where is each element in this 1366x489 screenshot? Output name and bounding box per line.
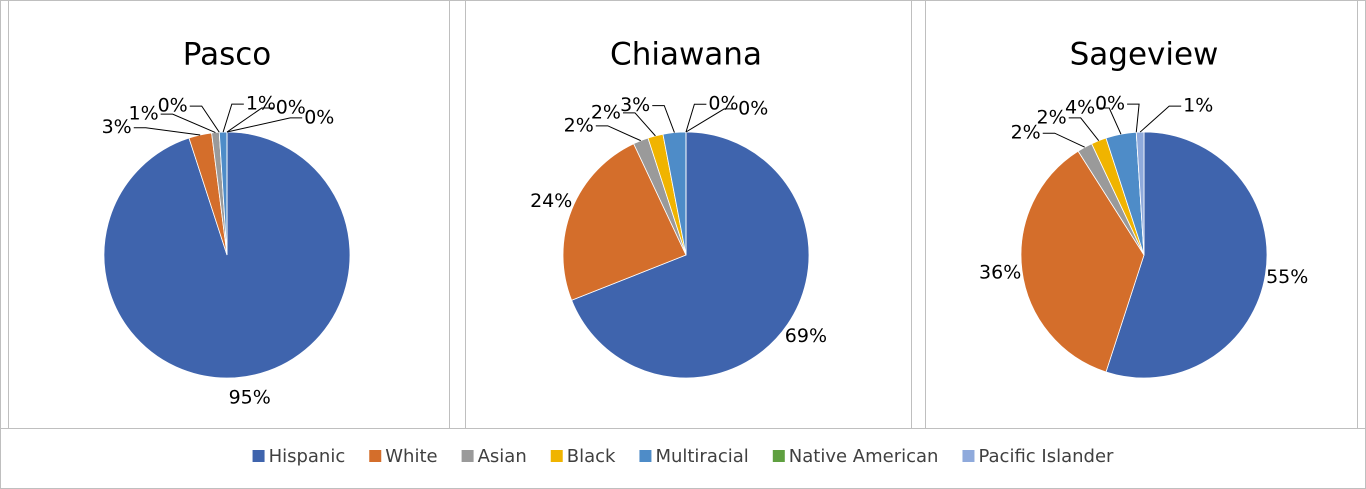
- leader-line: [160, 113, 216, 134]
- legend-label: Native American: [789, 446, 939, 467]
- leader-line: [685, 103, 707, 133]
- pie-slice: [1020, 150, 1145, 373]
- data-label: 1%: [1183, 95, 1213, 117]
- data-label: 24%: [530, 190, 572, 212]
- leader-line: [1097, 107, 1122, 135]
- legend-label: Hispanic: [269, 446, 346, 467]
- leader-line: [1042, 132, 1085, 148]
- leader-line: [1127, 103, 1140, 133]
- leader-line: [226, 107, 274, 133]
- data-label: 0%: [158, 95, 188, 117]
- chart-title: Sageview: [1070, 37, 1219, 73]
- legend-swatch: [252, 450, 265, 462]
- leader-line: [685, 108, 737, 133]
- data-label: 4%: [1065, 97, 1095, 119]
- legend-swatch: [550, 450, 563, 462]
- data-label: 0%: [738, 97, 768, 119]
- legend-label: Multiracial: [655, 446, 748, 467]
- data-label: 3%: [620, 94, 650, 116]
- data-label: 95%: [229, 387, 271, 409]
- data-label: 2%: [1037, 106, 1067, 128]
- leader-line: [189, 105, 220, 133]
- data-label: 36%: [979, 262, 1021, 284]
- leader-line: [1139, 105, 1182, 133]
- pie-slice: [571, 131, 810, 379]
- chart-title: Pasco: [183, 37, 271, 73]
- pie-slice: [562, 143, 687, 301]
- legend-swatch: [461, 450, 474, 462]
- data-label: 1%: [129, 103, 159, 125]
- legend-label: Asian: [478, 446, 527, 467]
- data-label: 0%: [708, 93, 738, 115]
- leader-line: [623, 112, 656, 137]
- leader-line: [1068, 117, 1100, 141]
- legend-label: White: [385, 446, 437, 467]
- leader-line: [222, 103, 244, 133]
- data-label: 55%: [1266, 266, 1308, 288]
- leader-line: [595, 125, 641, 142]
- leader-line: [652, 105, 675, 133]
- leader-line: [226, 117, 303, 133]
- data-label: 0%: [276, 97, 306, 119]
- legend-swatch: [369, 450, 382, 462]
- legend-swatch: [639, 450, 652, 462]
- data-label: 2%: [1011, 122, 1041, 144]
- chart-title: Chiawana: [610, 37, 762, 73]
- data-label: 3%: [102, 116, 132, 138]
- data-label: 2%: [564, 114, 594, 136]
- pie-slice: [1105, 131, 1268, 379]
- legend-swatch: [962, 450, 975, 462]
- data-label: 0%: [1095, 93, 1125, 115]
- data-label: 0%: [304, 106, 334, 128]
- legend-label: Black: [567, 446, 616, 467]
- legend-swatch: [772, 450, 785, 462]
- legend: Hispanic White Asian Black Multiracial Native…: [252, 446, 1114, 467]
- data-label: 69%: [785, 325, 827, 347]
- data-label: 2%: [591, 101, 621, 123]
- leader-line: [133, 127, 201, 136]
- data-label: 1%: [246, 93, 276, 115]
- legend-label: Pacific Islander: [978, 446, 1114, 467]
